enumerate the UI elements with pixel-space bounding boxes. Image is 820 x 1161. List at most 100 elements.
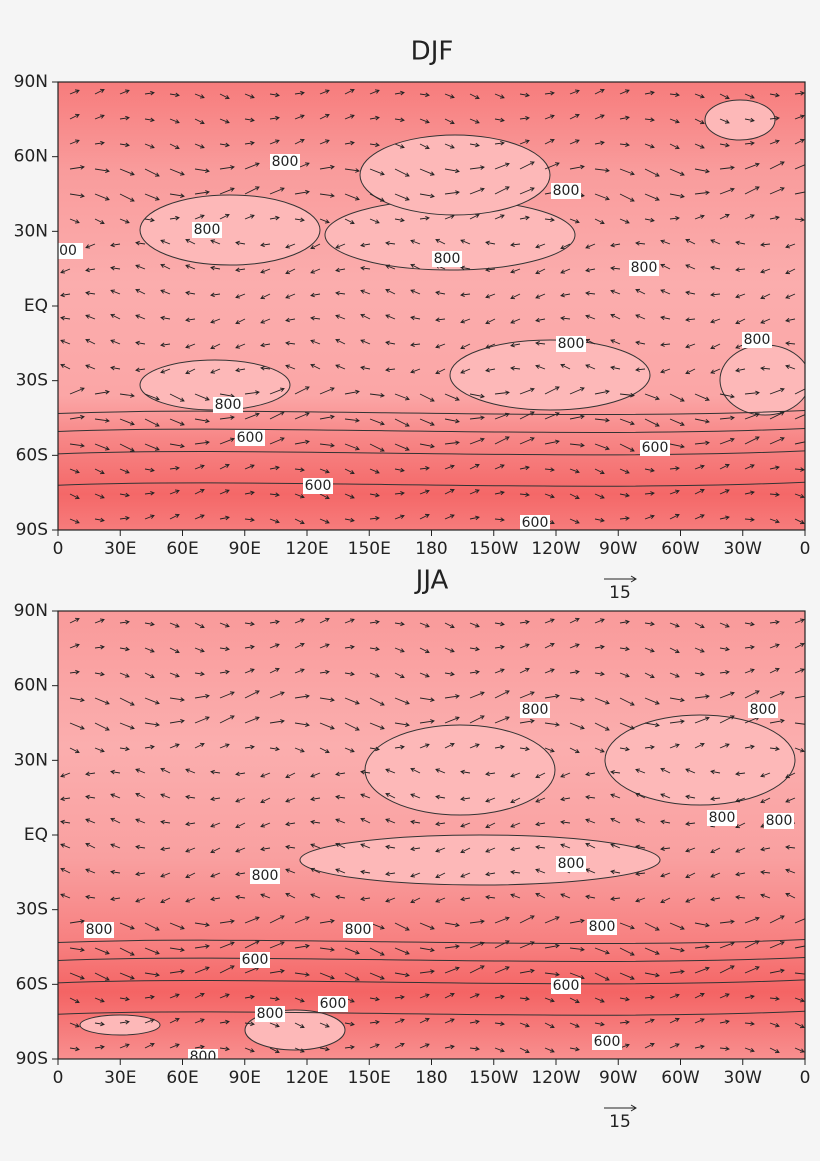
wind-arrow [435,368,446,375]
wind-arrow [760,846,771,852]
wind-arrow [210,847,221,854]
wind-arrow [419,697,435,702]
wind-arrow [160,289,171,295]
wind-arrow [494,412,510,420]
wind-arrow [219,463,230,470]
wind-arrow [85,290,96,296]
wind-arrow [519,465,530,471]
wind-arrow [194,440,210,445]
wind-arrow [519,915,535,924]
wind-arrow [544,642,555,649]
wind-arrow [744,117,755,123]
wind-arrow [569,139,580,145]
wind-arrow [719,743,730,749]
wind-arrow [244,117,255,123]
wind-arrow [560,843,571,849]
wind-arrow [435,897,446,903]
wind-arrow [244,916,260,924]
wind-arrow [344,168,360,173]
wind-arrow [535,844,546,850]
contour-label-box [551,183,581,199]
wind-arrow [194,190,210,195]
wind-arrow [260,365,271,371]
wind-arrow [569,697,585,702]
wind-arrow [269,941,285,949]
wind-arrow [419,466,430,471]
wind-arrow [644,491,655,496]
wind-arrow [410,767,421,774]
wind-arrow [635,897,646,903]
contour-label: 800 [766,813,793,829]
wind-arrow [269,996,280,1002]
wind-arrow [85,771,96,777]
wind-arrow [619,443,635,452]
wind-arrow [719,142,730,148]
wind-arrow [769,996,780,1001]
wind-arrow [685,872,696,879]
wind-arrow [219,965,235,974]
wind-arrow [60,268,71,274]
contour-region [299,834,661,886]
wind-arrow [735,797,746,803]
wind-arrow [694,992,705,999]
wind-arrow [685,368,696,375]
wind-arrow [119,746,130,752]
wind-arrow [444,93,455,99]
wind-arrow [244,390,260,395]
contour-label-box [58,243,83,259]
contour-line [58,427,805,433]
lon-tick-label: 120E [285,1068,328,1088]
wind-arrow [794,668,805,674]
wind-arrow [419,489,430,495]
wind-arrow [519,667,530,674]
wind-arrow [135,871,146,877]
wind-arrow [319,164,335,170]
wind-arrow [85,267,96,273]
wind-arrow [569,442,585,448]
wind-arrow [335,338,346,345]
wind-arrow [219,118,230,124]
wind-arrow [694,922,710,928]
wind-arrow [519,139,530,145]
wind-arrow [444,214,455,220]
wind-arrow [769,387,785,395]
wind-arrow [494,214,505,220]
wind-arrow [169,393,185,402]
wind-arrow [219,165,235,170]
wind-arrow [319,947,335,952]
wind-arrow [360,769,371,775]
contour-label-box [764,813,794,829]
wind-arrow [94,618,105,624]
wind-arrow [794,1047,805,1053]
wind-arrow [685,264,696,270]
wind-arrow [485,318,496,325]
wind-arrow [610,793,621,799]
lat-tick-label: 30N [14,750,48,770]
wind-arrow [460,796,471,802]
wind-arrow [494,186,510,195]
wind-arrow [769,465,780,471]
contour-label-box [318,996,348,1012]
wind-arrow [519,968,535,974]
wind-arrow [785,797,796,803]
wind-arrow [144,217,155,223]
wind-arrow [69,722,85,730]
wind-arrow [60,867,71,874]
wind-arrow [644,418,660,427]
wind-arrow [785,364,796,370]
wind-arrow [569,218,580,224]
contour-label: 800 [589,919,616,935]
wind-arrow [710,239,721,245]
contour-label-box [188,1049,218,1059]
wind-arrow [485,771,496,777]
wind-arrow [369,646,380,652]
wind-arrow [669,719,685,724]
wind-arrow [444,647,455,653]
wind-arrow [244,744,255,750]
wind-arrow [369,492,380,498]
wind-arrow [794,412,805,420]
contour-label-box [592,1034,622,1050]
contour-label-box [84,922,114,938]
wind-arrow [94,418,110,423]
wind-arrow [544,722,560,727]
